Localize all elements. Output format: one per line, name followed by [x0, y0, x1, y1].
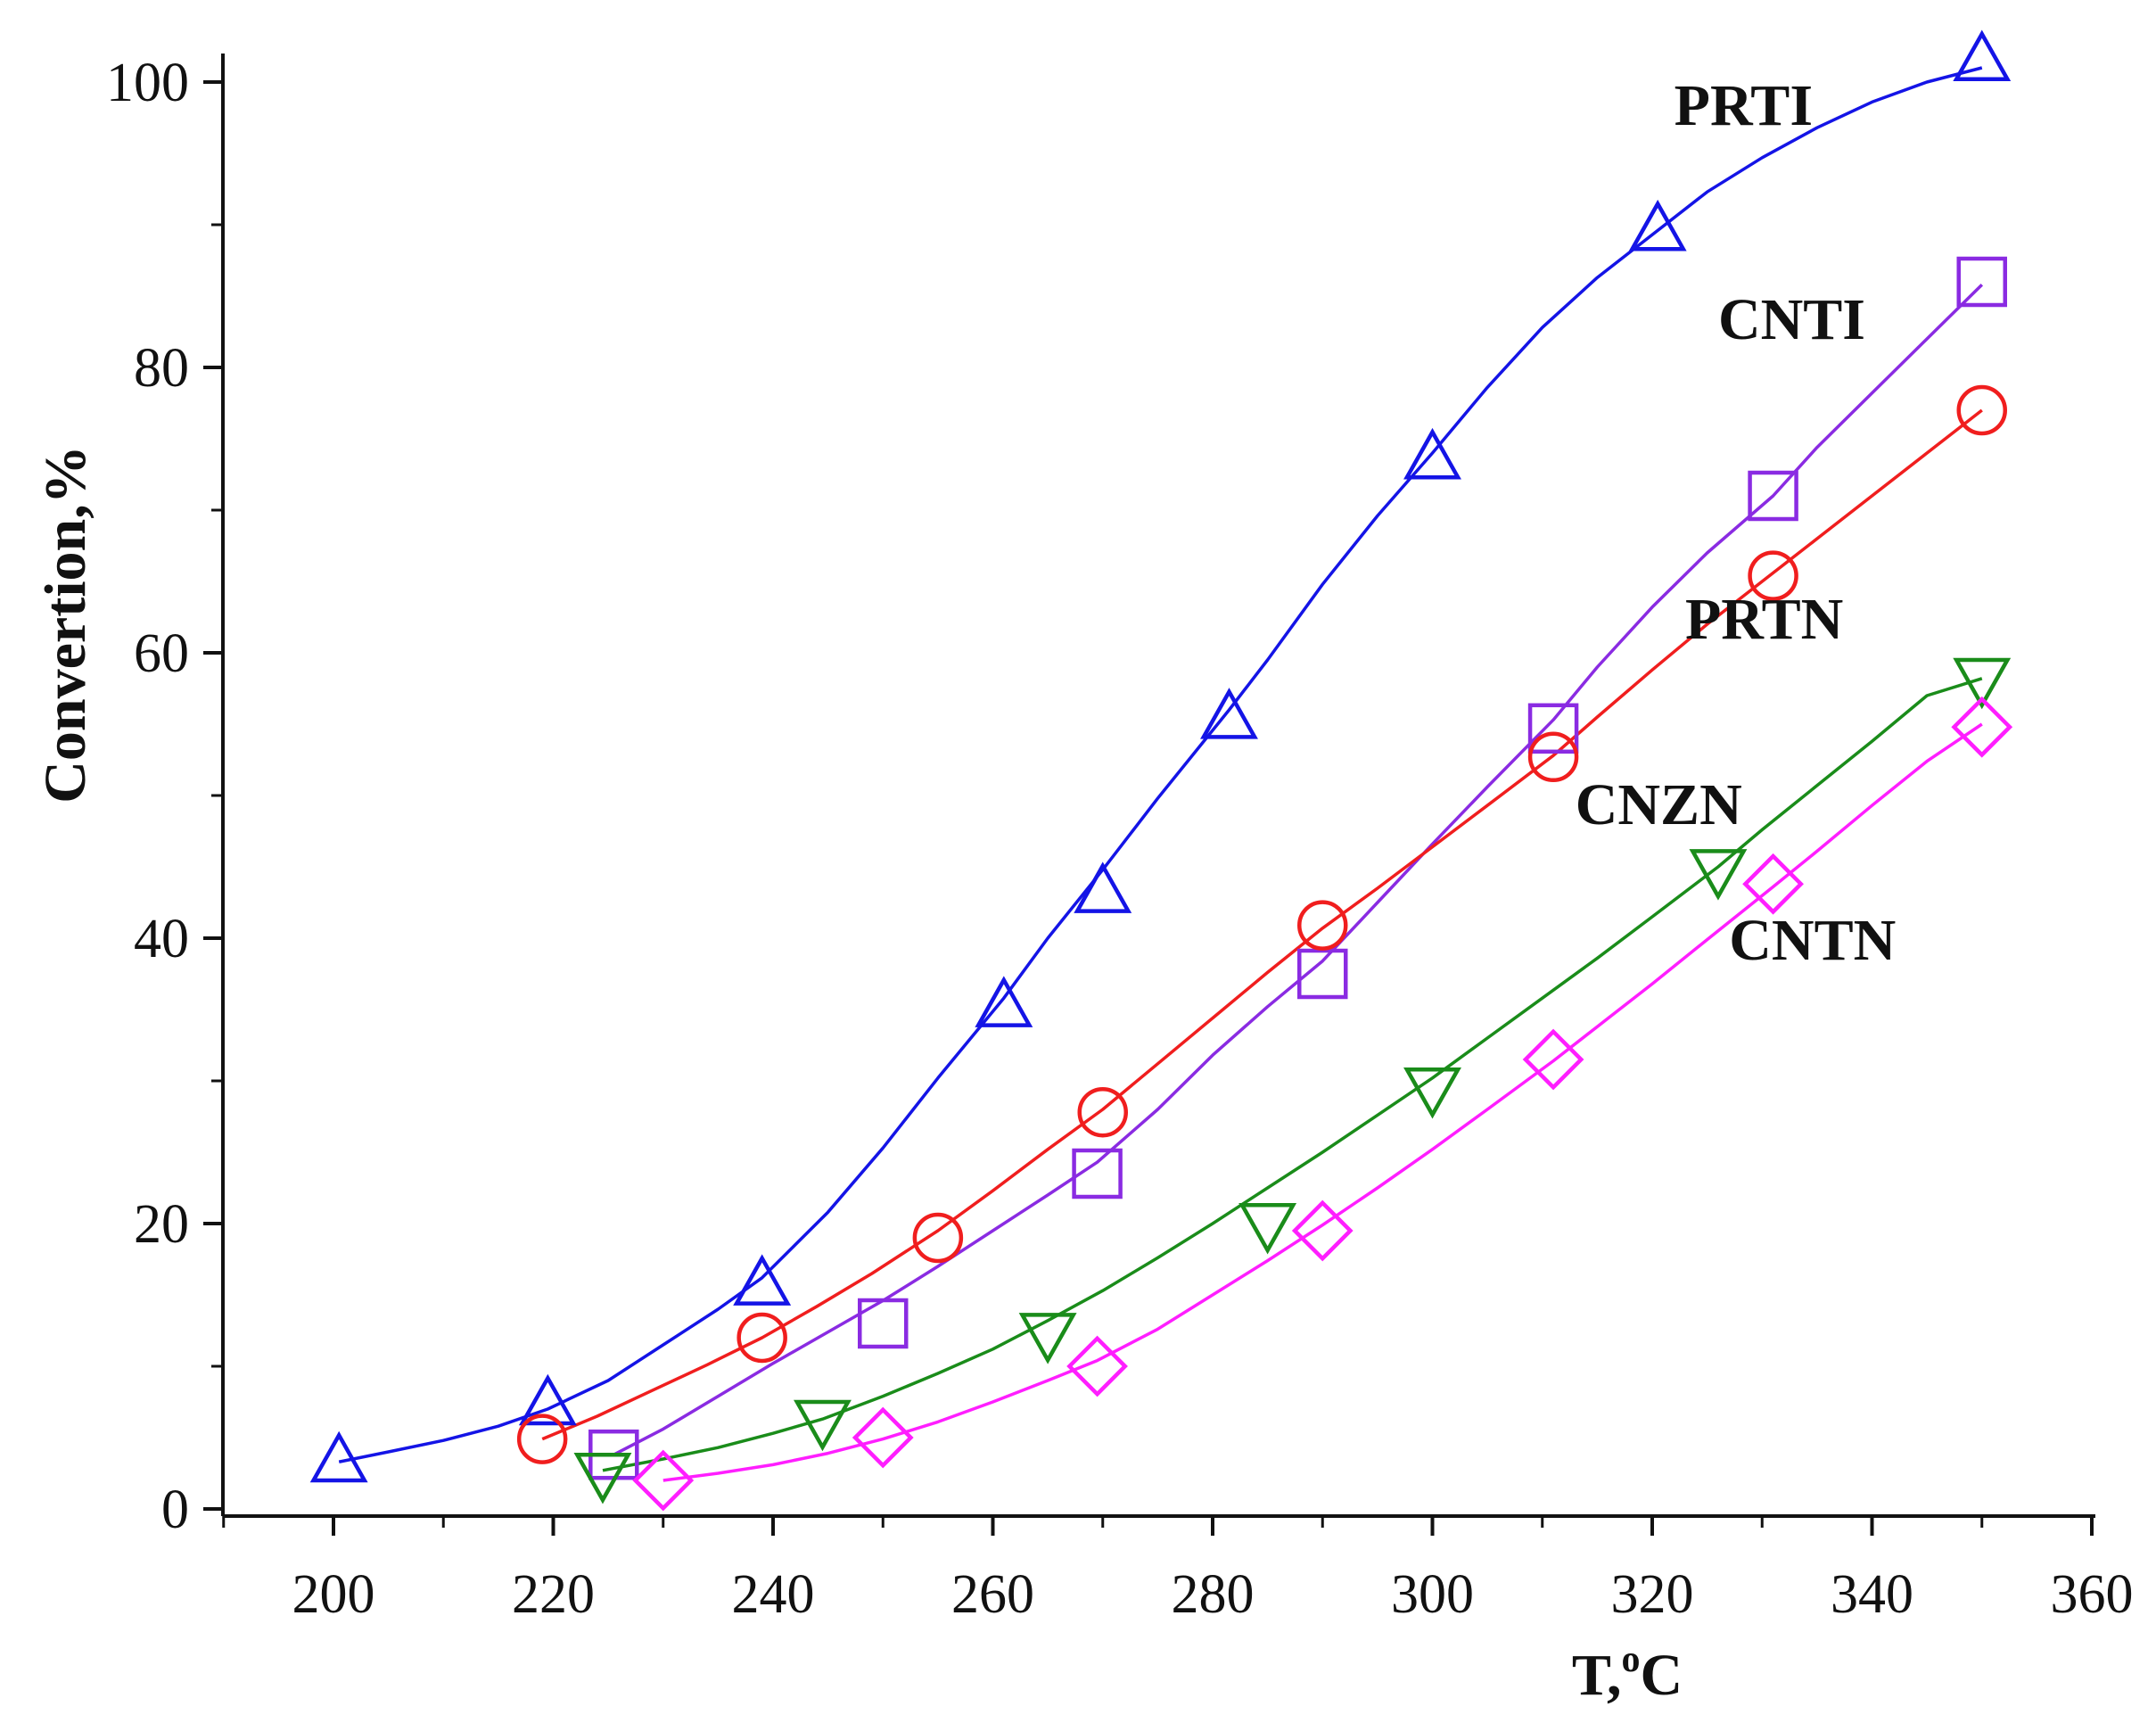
series-label-prti: PRTI — [1675, 73, 1813, 138]
data-point-prti — [1074, 861, 1132, 913]
y-tick-label: 60 — [134, 623, 189, 684]
y-axis-title: Convertion,% — [33, 445, 98, 803]
series-curves — [338, 66, 1984, 1482]
data-point-prtn — [1077, 1086, 1128, 1138]
series-line-prtn — [541, 408, 1983, 1441]
axes: 200 220 240 260 280 300 320 340 360 0 20 40 60 80 100 C… — [33, 53, 2134, 1708]
series-line-cnzn — [602, 677, 1983, 1472]
data-point-prti — [975, 976, 1033, 1027]
data-point-cnzn — [1403, 1067, 1461, 1119]
data-point-prtn — [1527, 731, 1579, 783]
x-tick-label: 200 — [292, 1564, 375, 1625]
y-tick-label: 20 — [134, 1194, 189, 1255]
data-point-prtn — [516, 1414, 568, 1464]
data-point-cnti — [1956, 256, 2007, 308]
x-tick-label: 260 — [951, 1564, 1034, 1625]
series-line-prti — [338, 66, 1983, 1463]
x-axis-title-unit: C — [1640, 1643, 1683, 1708]
series-markers — [309, 29, 2013, 1512]
data-point-prti — [733, 1254, 792, 1306]
x-tick-label: 320 — [1611, 1564, 1694, 1625]
data-point-cnzn — [1953, 657, 2012, 710]
data-point-prti — [1403, 427, 1461, 480]
data-point-prti — [1200, 688, 1258, 739]
y-tick-label: 40 — [134, 909, 189, 969]
series-label-prtn: PRTN — [1685, 587, 1843, 652]
x-tick-label: 240 — [732, 1564, 815, 1625]
data-point-cnzn — [794, 1399, 852, 1452]
y-tick-label: 0 — [161, 1480, 189, 1540]
data-point-cntn — [1951, 696, 2013, 758]
x-tick-label: 360 — [2051, 1564, 2134, 1625]
x-tick-label: 340 — [1831, 1564, 1913, 1625]
data-point-cnti — [1748, 470, 1798, 522]
data-point-prti — [518, 1373, 577, 1426]
series-label-cnti: CNTI — [1718, 287, 1865, 352]
series-line-cnti — [613, 283, 1984, 1456]
data-point-cntn — [852, 1406, 914, 1469]
x-axis-title-degree: o — [1621, 1639, 1640, 1680]
data-point-cnzn — [1018, 1313, 1077, 1364]
y-tick-label: 80 — [134, 338, 189, 399]
data-point-cntn — [1522, 1028, 1584, 1091]
series-labels: PRTI CNTI PRTN CNZN CNTN — [1576, 73, 1897, 973]
data-point-cnti — [1527, 703, 1579, 754]
data-point-prtn — [1748, 550, 1798, 601]
data-point-cntn — [1742, 853, 1804, 915]
data-point-cnti — [1072, 1148, 1123, 1199]
series-label-cnzn: CNZN — [1576, 772, 1742, 837]
x-tick-label: 300 — [1391, 1564, 1474, 1625]
x-axis-title: T,oC — [1572, 1639, 1683, 1708]
data-point-cnzn — [573, 1452, 632, 1504]
data-point-cntn — [1291, 1199, 1354, 1262]
data-point-prtn — [1297, 900, 1348, 951]
data-point-cnzn — [1238, 1202, 1297, 1255]
data-point-prti — [309, 1430, 368, 1483]
data-point-cntn — [1066, 1335, 1128, 1397]
series-label-cntn: CNTN — [1729, 908, 1896, 973]
data-point-cnzn — [1689, 849, 1748, 901]
x-tick-label: 220 — [512, 1564, 595, 1625]
y-tick-label: 100 — [106, 53, 189, 113]
data-point-prti — [1628, 199, 1687, 251]
x-axis-title-main: T, — [1572, 1643, 1622, 1708]
series-line-cntn — [662, 722, 1983, 1482]
x-tick-label: 280 — [1172, 1564, 1255, 1625]
data-point-prtn — [912, 1212, 964, 1264]
data-point-prtn — [736, 1312, 787, 1364]
data-point-cnti — [1297, 948, 1348, 1000]
data-point-cnti — [858, 1298, 909, 1349]
data-point-prtn — [1956, 384, 2007, 436]
data-point-prti — [1953, 29, 2012, 82]
data-point-cntn — [632, 1449, 695, 1512]
